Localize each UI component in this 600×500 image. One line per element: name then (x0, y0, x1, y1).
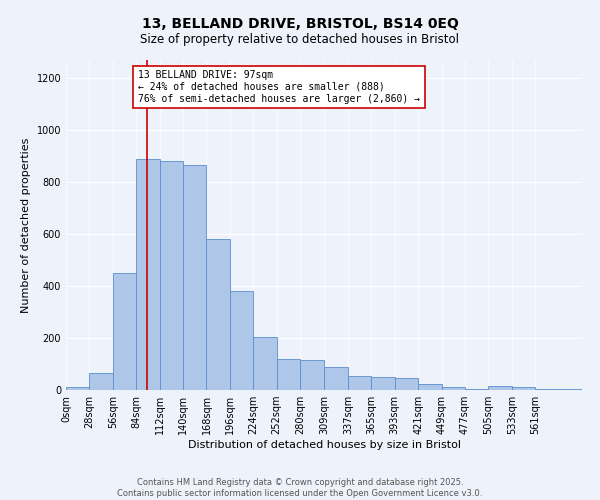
Bar (253, 336, 277, 390)
Bar (465, 388, 488, 390)
Bar (230, 292, 253, 390)
Bar (512, 388, 535, 390)
X-axis label: Distribution of detached houses by size in Bristol: Distribution of detached houses by size … (187, 440, 461, 450)
Bar (488, 386, 512, 390)
Bar (136, 158, 160, 390)
Bar (89, 373, 113, 390)
Text: 13, BELLAND DRIVE, BRISTOL, BS14 0EQ: 13, BELLAND DRIVE, BRISTOL, BS14 0EQ (142, 18, 458, 32)
Bar (66, 388, 89, 390)
Bar (348, 376, 371, 390)
Bar (442, 387, 465, 390)
Y-axis label: Number of detached properties: Number of detached properties (21, 138, 31, 312)
Text: Size of property relative to detached houses in Bristol: Size of property relative to detached ho… (140, 32, 460, 46)
Text: 13 BELLAND DRIVE: 97sqm
← 24% of detached houses are smaller (888)
76% of semi-d: 13 BELLAND DRIVE: 97sqm ← 24% of detache… (138, 70, 420, 104)
Bar (535, 389, 559, 390)
Bar (325, 366, 348, 390)
Bar (395, 378, 418, 390)
Bar (277, 359, 300, 390)
Bar (418, 384, 442, 390)
Text: Contains HM Land Registry data © Crown copyright and database right 2025.
Contai: Contains HM Land Registry data © Crown c… (118, 478, 482, 498)
Bar (160, 162, 183, 390)
Bar (206, 240, 230, 390)
Bar (371, 377, 395, 390)
Bar (183, 165, 206, 390)
Bar (113, 273, 136, 390)
Bar (300, 360, 323, 390)
